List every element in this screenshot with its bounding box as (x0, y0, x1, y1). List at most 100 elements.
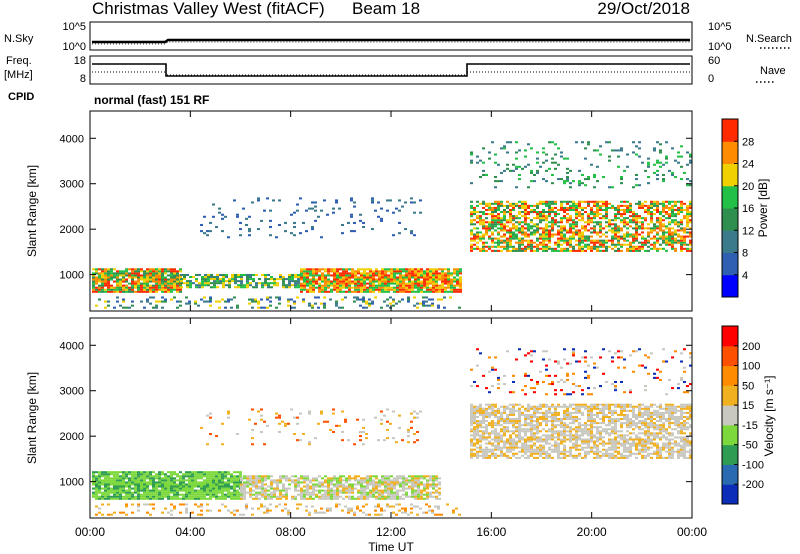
heatmap-cell (485, 213, 488, 216)
heatmap-cell (158, 473, 161, 476)
heatmap-cell (369, 489, 372, 492)
heatmap-cell (336, 483, 339, 486)
heatmap-cell (257, 507, 260, 510)
heatmap-cell (110, 272, 113, 275)
heatmap-cell (689, 247, 692, 250)
heatmap-cell (545, 405, 548, 408)
heatmap-cell (206, 477, 209, 480)
heatmap-cell (155, 483, 158, 486)
heatmap-cell (167, 280, 170, 283)
heatmap-cell (186, 282, 189, 285)
heatmap-cell (497, 411, 500, 414)
heatmap-cell (509, 243, 512, 246)
heatmap-cell (539, 233, 542, 236)
heatmap-cell (92, 473, 95, 476)
heatmap-cell (122, 475, 125, 478)
heatmap-cell (200, 230, 203, 233)
heatmap-cell (459, 278, 462, 281)
heatmap-cell (686, 235, 689, 238)
heatmap-cell (125, 286, 128, 289)
heatmap-cell (269, 219, 272, 222)
heatmap-cell (635, 249, 638, 252)
heatmap-cell (494, 206, 497, 209)
heatmap-cell (185, 487, 188, 490)
heatmap-cell (524, 208, 527, 211)
heatmap-cell (360, 479, 363, 482)
heatmap-cell (107, 489, 110, 492)
heatmap-cell (665, 231, 668, 234)
heatmap-cell (656, 225, 659, 228)
heatmap-cell (491, 241, 494, 244)
heatmap-cell (674, 213, 677, 216)
heatmap-cell (164, 288, 167, 291)
heatmap-cell (662, 219, 665, 222)
heatmap-cell (572, 249, 575, 252)
heatmap-cell (432, 495, 435, 498)
heatmap-cell (230, 477, 233, 480)
heatmap-cell (452, 511, 455, 514)
heatmap-cell (387, 481, 390, 484)
heatmap-cell (548, 438, 551, 441)
heatmap-cell (503, 215, 506, 218)
heatmap-cell (95, 272, 98, 275)
heatmap-cell (485, 403, 488, 406)
heatmap-cell (180, 278, 183, 281)
heatmap-cell (158, 270, 161, 273)
heatmap-cell (656, 231, 659, 234)
heatmap-cell (161, 276, 164, 279)
heatmap-cell (98, 276, 101, 279)
heatmap-cell (632, 151, 635, 154)
heatmap-cell (530, 227, 533, 230)
heatmap-cell (362, 505, 365, 508)
heatmap-cell (626, 249, 629, 252)
heatmap-cell (438, 288, 441, 291)
heatmap-cell (494, 413, 497, 416)
heatmap-cell (155, 304, 158, 307)
heatmap-cell (548, 436, 551, 439)
heatmap-cell (656, 200, 659, 203)
heatmap-cell (393, 481, 396, 484)
heatmap-cell (270, 278, 273, 281)
heatmap-cell (620, 227, 623, 230)
heatmap-cell (686, 221, 689, 224)
heatmap-cell (497, 249, 500, 252)
heatmap-cell (647, 208, 650, 211)
heatmap-cell (656, 159, 659, 162)
heatmap-cell (113, 477, 116, 480)
heatmap-cell (128, 471, 131, 474)
heatmap-cell (285, 475, 288, 478)
heatmap-cell (500, 219, 503, 222)
heatmap-cell (506, 407, 509, 410)
heatmap-cell (653, 213, 656, 216)
heatmap-cell (620, 235, 623, 238)
heatmap-cell (333, 479, 336, 482)
heatmap-cell (551, 221, 554, 224)
heatmap-cell (491, 411, 494, 414)
heatmap-cell (213, 280, 216, 283)
heatmap-cell (450, 272, 453, 275)
heatmap-cell (629, 219, 632, 222)
heatmap-cell (500, 202, 503, 205)
heatmap-cell (341, 232, 344, 235)
heatmap-cell (548, 452, 551, 455)
heatmap-cell (533, 405, 536, 408)
heatmap-cell (581, 239, 584, 242)
heatmap-cell (650, 231, 653, 234)
heatmap-cell (563, 434, 566, 437)
heatmap-cell (107, 300, 110, 303)
heatmap-cell (360, 290, 363, 293)
heatmap-cell (560, 426, 563, 429)
heatmap-cell (357, 284, 360, 287)
heatmap-cell (590, 235, 593, 238)
heatmap-cell (423, 278, 426, 281)
heatmap-cell (104, 274, 107, 277)
heatmap-cell (179, 475, 182, 478)
heatmap-cell (545, 456, 548, 459)
heatmap-cell (620, 221, 623, 224)
heatmap-cell (354, 290, 357, 293)
heatmap-cell (276, 485, 279, 488)
heatmap-cell (363, 479, 366, 482)
heatmap-cell (668, 221, 671, 224)
heatmap-cell (149, 274, 152, 277)
heatmap-cell (345, 268, 348, 271)
